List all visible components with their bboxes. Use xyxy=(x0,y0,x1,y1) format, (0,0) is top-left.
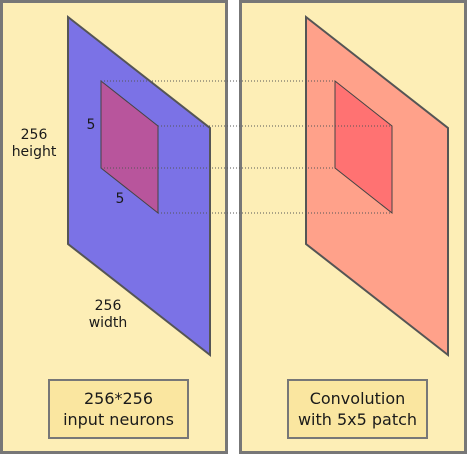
output-patch xyxy=(334,79,393,215)
input-caption-line1: 256*256 xyxy=(83,389,154,408)
input-caption-line2: input neurons xyxy=(63,410,174,429)
width-word: width xyxy=(88,315,128,331)
input-caption: 256*256 input neurons xyxy=(48,379,189,439)
patch-bottom-label: 5 xyxy=(115,191,125,207)
convolution-caption: Convolution with 5x5 patch xyxy=(287,379,428,439)
convolution-caption-line1: Convolution xyxy=(309,389,406,408)
patch-side-label: 5 xyxy=(86,117,96,133)
width-label: 256 width xyxy=(84,298,132,332)
height-label: 256 height xyxy=(10,127,58,161)
height-word: height xyxy=(11,144,57,160)
height-value: 256 xyxy=(20,127,48,143)
width-value: 256 xyxy=(94,298,122,314)
convolution-caption-line2: with 5x5 patch xyxy=(297,410,418,429)
